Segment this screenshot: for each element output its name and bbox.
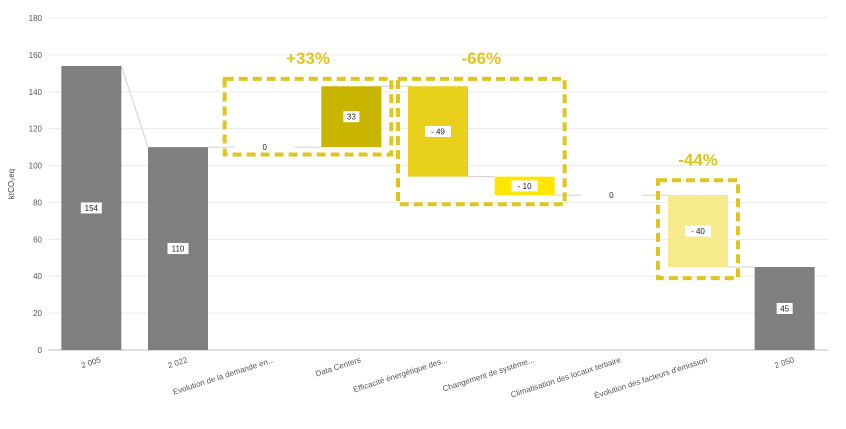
annotation-percent: -66% xyxy=(461,49,501,68)
data-label: 110 xyxy=(172,245,185,254)
data-label: 154 xyxy=(85,204,99,213)
y-tick-label: 120 xyxy=(29,125,43,134)
x-tick-label: 2 050 xyxy=(773,355,795,370)
data-label: - 49 xyxy=(431,127,445,136)
annotation-box xyxy=(656,178,740,281)
y-tick-label: 0 xyxy=(38,346,43,355)
y-tick-label: 40 xyxy=(33,272,42,281)
y-axis: 0 20 40 60 80 100 120 140 160 180 xyxy=(29,14,43,355)
annotations: +33% -66% -44% xyxy=(222,49,740,281)
data-label-bg xyxy=(776,303,793,314)
y-tick-label: 20 xyxy=(33,309,42,318)
data-label-bg xyxy=(605,189,618,201)
data-label-bg xyxy=(511,180,538,192)
data-label-bg xyxy=(685,225,711,237)
data-label: 45 xyxy=(780,305,789,314)
y-tick-label: 100 xyxy=(29,162,43,171)
y-tick-label: 60 xyxy=(33,235,42,244)
connector-line xyxy=(120,65,149,148)
connector-lines xyxy=(120,65,755,268)
data-label-bg xyxy=(80,202,102,214)
data-label: - 10 xyxy=(518,182,532,191)
data-label-bg xyxy=(343,111,360,123)
y-tick-label: 80 xyxy=(33,198,42,207)
y-axis-label: ktCO₂eq xyxy=(7,169,16,199)
annotation-box xyxy=(396,76,567,207)
data-label: 0 xyxy=(262,143,267,152)
x-tick-label: Data Centers xyxy=(314,355,362,378)
data-label: - 40 xyxy=(691,227,705,236)
data-label-bg xyxy=(258,141,271,153)
x-tick-label: 2 005 xyxy=(80,355,102,370)
x-tick-label: 2 022 xyxy=(167,355,189,370)
data-label: 33 xyxy=(347,113,356,122)
data-label: 0 xyxy=(609,191,614,200)
data-label-bg xyxy=(167,243,189,255)
y-tick-label: 180 xyxy=(29,14,43,23)
data-label-bg xyxy=(425,125,451,137)
annotation-percent: +33% xyxy=(286,49,330,68)
x-tick-label: Efficacité énergétique des... xyxy=(352,355,449,394)
y-tick-label: 160 xyxy=(29,51,43,60)
annotation-percent: -44% xyxy=(678,150,718,169)
y-tick-label: 140 xyxy=(29,88,43,97)
bars: 154 110 0 33 - 49 - 10 0 - 40 45 xyxy=(61,65,815,350)
annotation-box xyxy=(222,76,394,157)
